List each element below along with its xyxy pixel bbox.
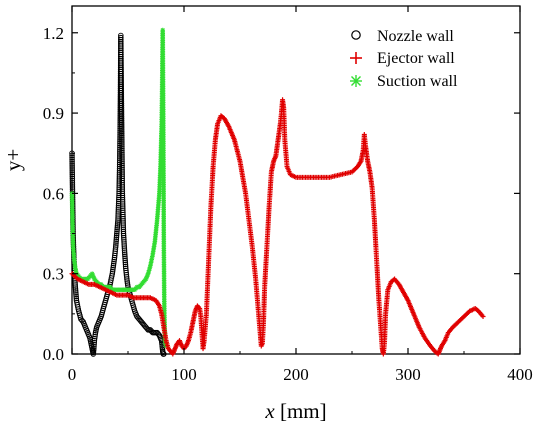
data-point — [112, 246, 119, 252]
y-tick-label: 1.2 — [43, 24, 64, 43]
data-point — [90, 272, 96, 278]
legend-label-suction-wall: Suction wall — [377, 73, 458, 90]
data-point — [122, 261, 129, 268]
data-point — [89, 271, 95, 276]
legend-item-ejector-wall: Ejector wall — [350, 50, 455, 67]
data-point — [91, 337, 98, 344]
y-tick-label: 0.0 — [43, 345, 64, 364]
data-point — [73, 295, 80, 302]
data-point — [110, 262, 117, 269]
legend-label-ejector-wall: Ejector wall — [377, 50, 455, 67]
y-tick-label: 0.6 — [43, 184, 64, 203]
data-point — [143, 276, 149, 282]
data-point — [161, 351, 167, 357]
data-point — [122, 253, 128, 260]
data-point — [121, 249, 128, 256]
legend-item-suction-wall: Suction wall — [350, 73, 458, 90]
data-point — [115, 219, 121, 225]
data-point — [144, 274, 150, 279]
data-point — [114, 225, 121, 231]
data-point — [116, 176, 123, 182]
data-point — [91, 341, 97, 348]
data-point — [144, 275, 149, 281]
data-point — [90, 349, 97, 355]
data-point — [90, 347, 97, 354]
legend: Nozzle wall Ejector wall Suction wall — [350, 28, 458, 90]
data-point — [115, 217, 121, 223]
data-point — [124, 276, 130, 282]
data-point — [90, 351, 97, 357]
x-tick-label: 400 — [507, 365, 533, 384]
y-tick-label: 0.9 — [43, 104, 64, 123]
x-axis-label-var: x — [264, 399, 275, 423]
data-point — [113, 232, 120, 239]
data-point — [110, 266, 116, 273]
data-point — [92, 331, 98, 338]
data-point — [114, 230, 120, 237]
y-tick-label: 0.3 — [43, 265, 64, 284]
data-point — [116, 174, 123, 180]
y-axis-label: y+ — [1, 149, 25, 171]
data-point — [92, 333, 98, 340]
data-point — [145, 272, 150, 278]
data-point — [91, 343, 97, 350]
data-point — [109, 270, 116, 277]
data-point — [114, 223, 121, 229]
data-point — [113, 234, 120, 241]
data-point — [124, 278, 130, 284]
data-point — [122, 255, 128, 262]
data-point — [91, 345, 97, 352]
legend-asterisk-icon — [350, 75, 362, 87]
data-point — [112, 244, 119, 250]
data-point — [113, 242, 119, 248]
data-point — [110, 260, 117, 267]
data-point — [122, 259, 129, 266]
plot-area — [69, 5, 521, 357]
data-point — [111, 258, 117, 265]
series-layer — [69, 27, 486, 357]
x-tick-label: 200 — [283, 365, 309, 384]
data-point — [110, 264, 116, 271]
data-point — [122, 251, 128, 258]
data-point — [114, 228, 120, 235]
series-nozzle-wall — [69, 32, 167, 357]
data-point — [115, 215, 121, 221]
data-point — [91, 335, 98, 342]
data-point — [91, 275, 97, 281]
data-point — [122, 257, 128, 264]
x-axis-label: x [mm] — [264, 399, 326, 423]
data-point — [113, 240, 119, 246]
data-point — [480, 314, 486, 320]
data-point — [113, 236, 120, 243]
data-point — [124, 280, 131, 286]
data-point — [121, 247, 128, 253]
x-tick-label: 0 — [68, 365, 77, 384]
x-tick-label: 100 — [171, 365, 197, 384]
legend-plus-icon — [350, 52, 362, 64]
data-point — [90, 274, 96, 279]
legend-item-nozzle-wall: Nozzle wall — [351, 28, 454, 45]
data-point — [114, 221, 121, 227]
data-point — [73, 293, 79, 300]
data-point — [73, 291, 79, 298]
data-point — [72, 282, 78, 288]
legend-label-nozzle-wall: Nozzle wall — [377, 28, 454, 45]
data-point — [124, 282, 131, 288]
data-point — [73, 290, 79, 296]
data-point — [91, 339, 98, 346]
ticks-layer: 0 100 200 300 400 0.0 0.3 0.6 0.9 1.2 — [43, 6, 533, 384]
legend-circle-icon — [351, 30, 361, 40]
data-point — [116, 172, 123, 178]
data-point — [72, 288, 79, 294]
x-tick-label: 300 — [395, 365, 421, 384]
series-ejector-wall — [69, 97, 486, 357]
x-axis-label-unit: [mm] — [275, 399, 327, 423]
data-point — [116, 170, 123, 176]
data-point — [72, 284, 79, 290]
data-point — [72, 286, 79, 292]
data-point — [109, 268, 116, 275]
data-point — [114, 226, 120, 233]
data-point — [113, 238, 119, 244]
